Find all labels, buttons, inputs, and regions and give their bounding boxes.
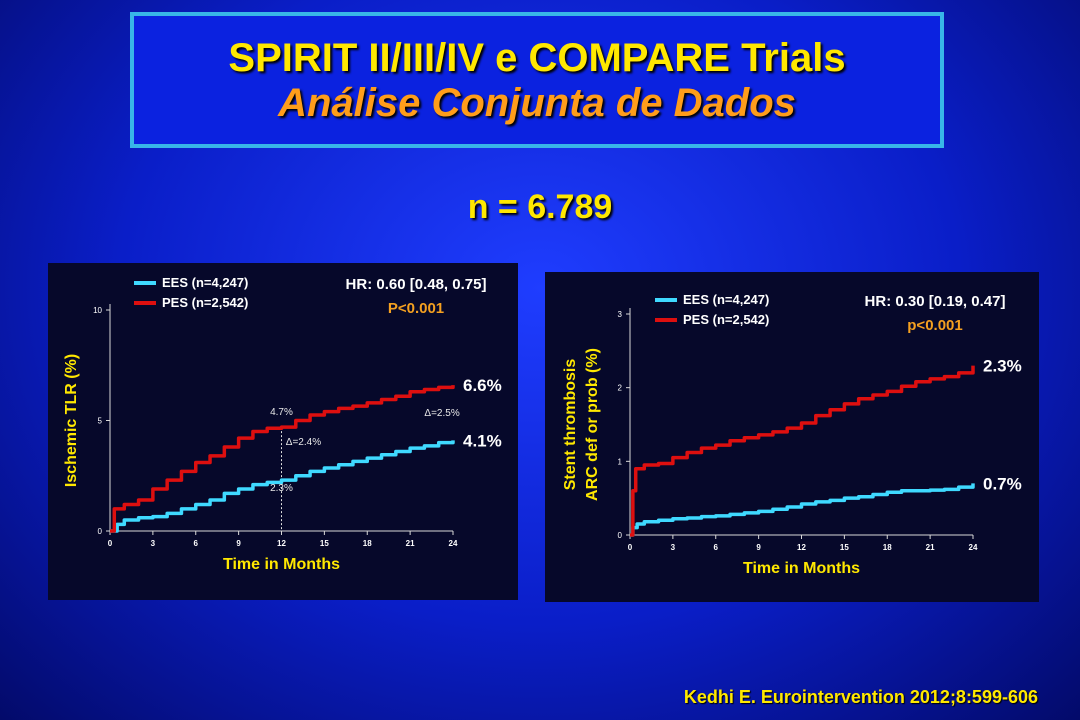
tlr-annotation: Δ=2.5% — [424, 408, 459, 419]
tlr-x-tick-label: 3 — [151, 539, 156, 548]
st-x-tick-label: 15 — [840, 543, 849, 552]
tlr-x-tick-label: 18 — [363, 539, 372, 548]
st-end-label-ees: 0.7% — [983, 474, 1022, 493]
st-series-line-ees — [630, 483, 975, 537]
st-y-axis-label: Stent thrombosis — [562, 359, 579, 491]
tlr-y-axis-label: Ischemic TLR (%) — [63, 354, 80, 487]
tlr-series-line-pes — [110, 385, 455, 533]
tlr-x-tick-label: 9 — [236, 539, 241, 548]
tlr-x-tick-label: 21 — [406, 539, 415, 548]
st-legend-label: PES (n=2,542) — [683, 312, 769, 327]
st-x-tick-label: 18 — [883, 543, 892, 552]
st-legend-label: EES (n=4,247) — [683, 292, 769, 307]
tlr-y-tick-label: 5 — [98, 417, 103, 426]
tlr-annotation: 4.7% — [270, 407, 293, 418]
st-y-tick-label: 1 — [618, 457, 623, 466]
tlr-y-tick-label: 0 — [98, 527, 103, 536]
st-p-value: p<0.001 — [907, 317, 962, 334]
sample-size-label: n = 6.789 — [467, 188, 613, 226]
tlr-x-axis-label: Time in Months — [223, 556, 340, 573]
st-x-axis-label: Time in Months — [743, 560, 860, 577]
st-x-tick-label: 0 — [628, 543, 633, 552]
tlr-x-tick-label: 0 — [108, 539, 113, 548]
citation: Kedhi E. Eurointervention 2012;8:599-606 — [683, 687, 1038, 707]
chart-panel-tlr: 0 5 10 0 3 6 9 12 15 18 21 24 Time in Months Ischemic… — [48, 263, 518, 600]
st-y-axis-label-2: ARC def or prob (%) — [584, 348, 601, 501]
slide-subtitle: Análise Conjunta de Dados — [278, 81, 796, 125]
tlr-hazard-ratio: HR: 0.60 [0.48, 0.75] — [346, 276, 487, 293]
st-y-tick-label: 2 — [618, 384, 623, 393]
st-y-tick-label: 3 — [618, 310, 623, 319]
tlr-x-tick-label: 6 — [194, 539, 199, 548]
tlr-p-value: P<0.001 — [388, 300, 444, 317]
st-x-tick-label: 3 — [671, 543, 676, 552]
tlr-annotation: Δ=2.4% — [286, 437, 321, 448]
st-x-tick-label: 24 — [969, 543, 978, 552]
st-x-tick-label: 21 — [926, 543, 935, 552]
chart-tlr: 0 5 10 0 3 6 9 12 15 18 21 24 Time in Months Ischemic… — [63, 275, 502, 573]
tlr-end-label-pes: 6.6% — [463, 376, 502, 395]
tlr-x-tick-label: 12 — [277, 539, 286, 548]
st-x-tick-label: 12 — [797, 543, 806, 552]
chart-panel-stent-thrombosis: 0 1 2 3 0 3 6 9 12 15 18 21 24 Time in Months Stent th… — [545, 272, 1039, 602]
tlr-y-tick-label: 10 — [93, 306, 102, 315]
title-box: SPIRIT II/III/IV e COMPARE Trials Anális… — [130, 12, 944, 148]
slide-title: SPIRIT II/III/IV e COMPARE Trials — [228, 36, 846, 80]
tlr-legend-label: EES (n=4,247) — [162, 275, 248, 290]
tlr-x-tick-label: 15 — [320, 539, 329, 548]
tlr-series-line-ees — [110, 440, 455, 533]
tlr-annotation: 2.3% — [270, 483, 293, 494]
tlr-legend-label: PES (n=2,542) — [162, 295, 248, 310]
st-hazard-ratio: HR: 0.30 [0.19, 0.47] — [865, 293, 1006, 310]
st-series-line-pes — [630, 365, 975, 537]
st-x-tick-label: 6 — [714, 543, 719, 552]
st-end-label-pes: 2.3% — [983, 357, 1022, 376]
st-x-tick-label: 9 — [756, 543, 761, 552]
tlr-end-label-ees: 4.1% — [463, 431, 502, 450]
st-y-tick-label: 0 — [618, 531, 623, 540]
tlr-x-tick-label: 24 — [449, 539, 458, 548]
